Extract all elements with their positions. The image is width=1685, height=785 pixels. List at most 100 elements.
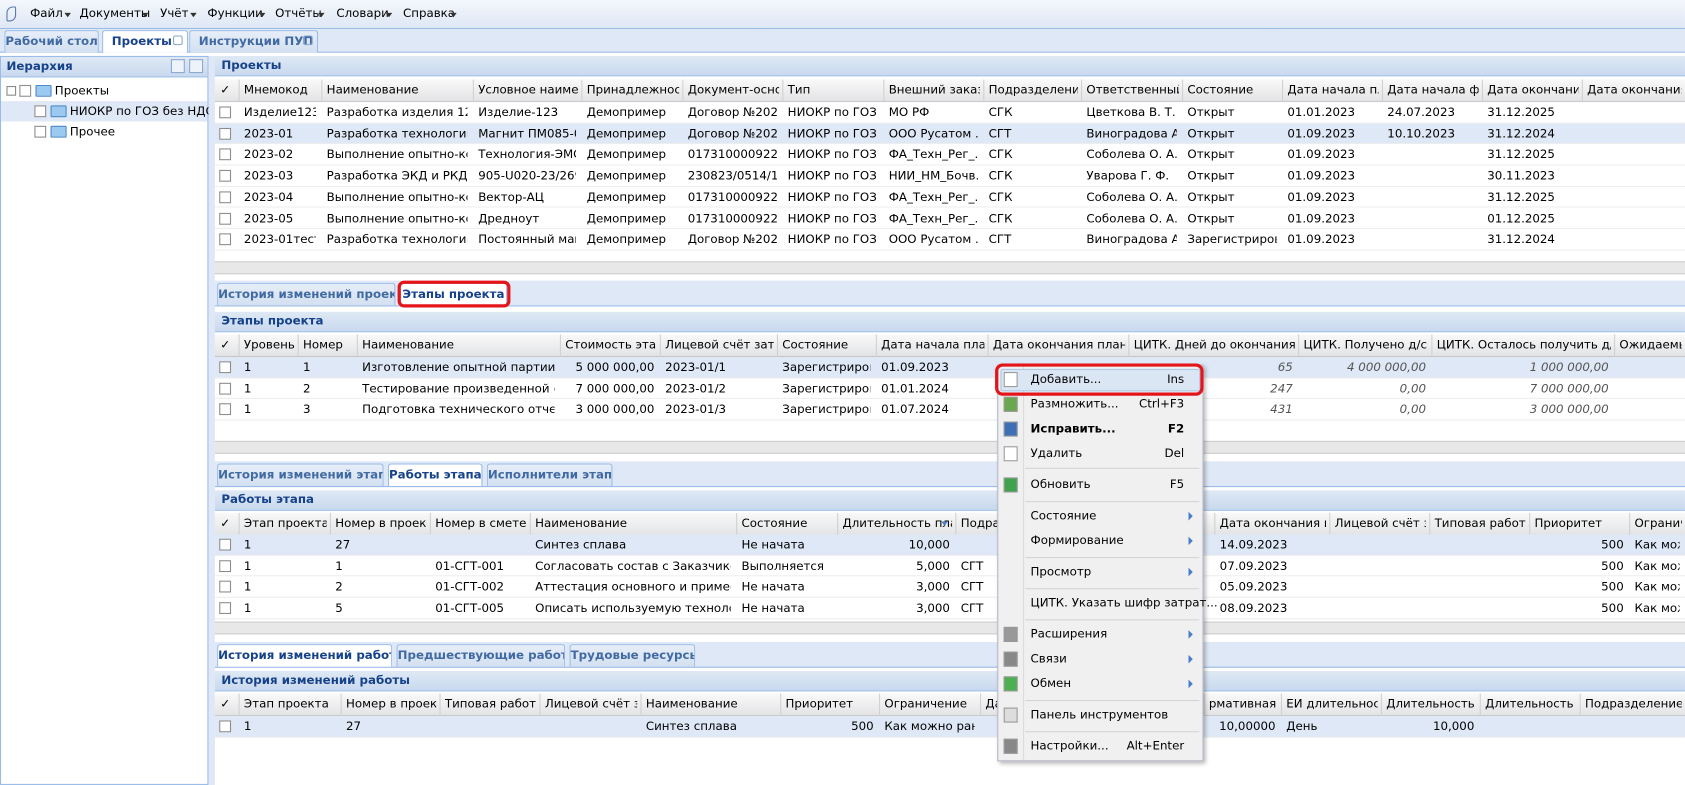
- column-header[interactable]: ✓: [220, 696, 231, 711]
- row-checkbox[interactable]: [219, 559, 232, 572]
- column-header[interactable]: ЦИТК. Дней до окончания: [1133, 337, 1295, 352]
- column-header[interactable]: Дата окончания план: [992, 337, 1126, 352]
- tree-node[interactable]: Проекты: [54, 83, 110, 98]
- tab[interactable]: История изменений работы: [217, 644, 393, 667]
- column-header[interactable]: Лицевой счёт затрат: [665, 337, 774, 352]
- tree-node[interactable]: Прочее: [69, 124, 116, 139]
- row-checkbox[interactable]: [219, 233, 232, 246]
- column-header[interactable]: ЦИТК. Осталось получить д/с: [1436, 337, 1611, 352]
- context-menu-item[interactable]: Расширения: [1030, 626, 1108, 641]
- grid-row[interactable]: [214, 555, 1685, 577]
- tool-button[interactable]: [170, 59, 185, 74]
- grid-row[interactable]: [214, 534, 1685, 556]
- row-checkbox[interactable]: [219, 720, 232, 733]
- column-header[interactable]: Приоритет: [1534, 516, 1603, 531]
- menu-item[interactable]: Отчёты: [275, 6, 322, 21]
- column-header[interactable]: Дата начала план: [1287, 82, 1378, 97]
- window-tab[interactable]: Рабочий стол: [4, 30, 99, 53]
- menu-item[interactable]: Словари: [336, 6, 389, 21]
- grid-row[interactable]: [214, 399, 1685, 421]
- horizontal-scrollbar[interactable]: [214, 261, 1685, 275]
- context-menu-item[interactable]: Просмотр: [1030, 564, 1092, 579]
- column-header[interactable]: Номер в проекте: [335, 516, 427, 531]
- context-menu-item[interactable]: ЦИТК. Указать шифр затрат...: [1030, 595, 1218, 610]
- column-header[interactable]: Наименование: [645, 696, 738, 711]
- row-checkbox[interactable]: [219, 538, 232, 551]
- context-menu-item[interactable]: Размножить...: [1030, 396, 1119, 411]
- row-checkbox[interactable]: [219, 212, 232, 225]
- column-header[interactable]: Номер в проекте: [346, 696, 437, 711]
- column-header[interactable]: Наименование: [362, 337, 455, 352]
- row-checkbox[interactable]: [219, 602, 232, 615]
- grid-row[interactable]: [214, 123, 1685, 145]
- context-menu-item[interactable]: Добавить...: [1030, 372, 1102, 387]
- context-menu-item[interactable]: Связи: [1030, 651, 1067, 666]
- context-menu-item[interactable]: Удалить: [1030, 446, 1083, 461]
- column-header[interactable]: Типовая работа: [1434, 516, 1526, 531]
- column-header[interactable]: Номер: [303, 337, 343, 352]
- context-menu-item[interactable]: Панель инструментов: [1030, 707, 1169, 722]
- tab[interactable]: История изменений проекта: [217, 282, 396, 306]
- tree-checkbox[interactable]: [19, 84, 32, 97]
- context-menu-item[interactable]: Обновить: [1030, 477, 1091, 492]
- tree-node[interactable]: НИОКР по ГОЗ без НДС: [69, 104, 214, 119]
- column-header[interactable]: Дата начала план: [881, 337, 985, 352]
- tab[interactable]: Исполнители этапа: [486, 463, 613, 487]
- grid-row[interactable]: [214, 597, 1685, 620]
- column-header[interactable]: ✓: [220, 516, 231, 531]
- tab[interactable]: Работы этапа: [387, 463, 483, 487]
- column-header[interactable]: Стоимость этапа: [565, 337, 657, 352]
- row-checkbox[interactable]: [219, 382, 232, 395]
- column-header[interactable]: Наименование: [326, 82, 419, 97]
- column-header[interactable]: Ответственный: [1086, 82, 1179, 97]
- column-header[interactable]: Подразделение-от: [988, 82, 1078, 97]
- column-header[interactable]: Этап проекта: [243, 516, 327, 531]
- column-header[interactable]: Приоритет: [785, 696, 854, 711]
- grid-row[interactable]: [214, 716, 1685, 738]
- menu-item[interactable]: Справка: [402, 6, 456, 21]
- row-checkbox[interactable]: [219, 403, 232, 416]
- grid-row[interactable]: [214, 208, 1685, 230]
- window-tab[interactable]: Инструкции ПУП: [189, 30, 319, 53]
- tab[interactable]: Трудовые ресурсы: [569, 644, 696, 667]
- collapse-button[interactable]: [189, 59, 204, 74]
- column-header[interactable]: Длительность план: [842, 516, 952, 531]
- column-header[interactable]: ЕИ длительности: [1286, 696, 1377, 711]
- column-header[interactable]: Уровень: [243, 337, 295, 352]
- grid-row[interactable]: [214, 356, 1685, 379]
- grid-row[interactable]: [214, 165, 1685, 187]
- window-tab[interactable]: Проекты: [102, 30, 189, 53]
- row-checkbox[interactable]: [219, 148, 232, 161]
- grid-row[interactable]: [214, 378, 1685, 400]
- tab-close[interactable]: [173, 35, 183, 46]
- context-menu-item[interactable]: Формирование: [1030, 533, 1124, 548]
- menu-item[interactable]: Учёт: [160, 6, 189, 21]
- column-header[interactable]: Дата окончания ф: [1587, 82, 1682, 97]
- row-checkbox[interactable]: [219, 191, 232, 204]
- grid-row[interactable]: [214, 186, 1685, 209]
- tree-checkbox[interactable]: [34, 105, 47, 118]
- context-menu-item[interactable]: Настройки...: [1030, 738, 1109, 753]
- context-menu-item[interactable]: Состояние: [1030, 508, 1097, 523]
- column-header[interactable]: Ограничени: [1634, 516, 1681, 531]
- tab[interactable]: История изменений этапа: [217, 463, 384, 487]
- menu-item[interactable]: Файл: [30, 6, 63, 21]
- column-header[interactable]: Условное наименов: [478, 82, 579, 97]
- grid-row[interactable]: [214, 144, 1685, 166]
- column-header[interactable]: Длительность пла: [1386, 696, 1476, 711]
- column-header[interactable]: Состояние: [782, 337, 849, 352]
- context-menu-item[interactable]: Исправить...: [1030, 421, 1116, 436]
- column-header[interactable]: Типовая работа: [444, 696, 537, 711]
- column-header[interactable]: Лицевой счёт затр: [544, 696, 637, 711]
- column-header[interactable]: Принадлежность: [586, 82, 679, 97]
- column-header[interactable]: Состояние: [741, 516, 808, 531]
- column-header[interactable]: Внешний заказчик: [888, 82, 980, 97]
- row-checkbox[interactable]: [219, 361, 232, 374]
- context-menu-item[interactable]: Обмен: [1030, 676, 1072, 691]
- column-header[interactable]: Подразделение-ис: [1585, 696, 1682, 711]
- grid-row[interactable]: [214, 576, 1685, 598]
- column-header[interactable]: ЦИТК. Получено д/с: [1303, 337, 1427, 352]
- tab[interactable]: Этапы проекта: [399, 282, 508, 306]
- grid-row[interactable]: [214, 229, 1685, 251]
- column-header[interactable]: Длительность фак: [1485, 696, 1576, 711]
